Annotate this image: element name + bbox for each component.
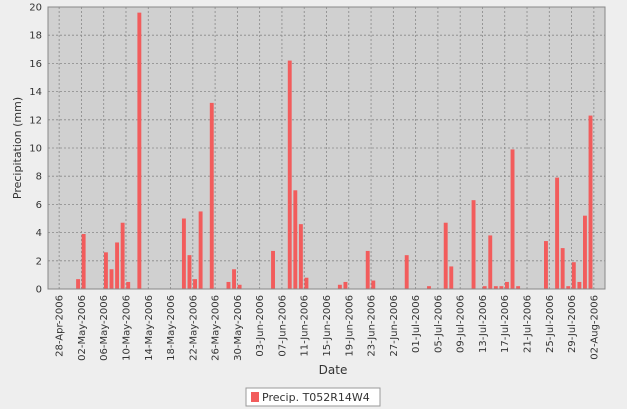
- x-axis-label: Date: [319, 363, 348, 377]
- y-tick-label: 8: [36, 172, 42, 183]
- x-tick-label: 26-May-2006: [211, 295, 222, 361]
- legend-label: Precip. T052R14W4: [262, 391, 370, 404]
- x-tick-label: 05-Jul-2006: [433, 295, 444, 353]
- bar: [232, 269, 236, 289]
- y-tick-label: 18: [29, 31, 42, 42]
- x-tick-label: 06-May-2006: [99, 295, 110, 361]
- y-tick-label: 6: [36, 200, 42, 211]
- x-tick-label: 22-May-2006: [188, 295, 199, 361]
- x-tick-label: 10-May-2006: [121, 295, 132, 361]
- bar: [499, 286, 504, 289]
- y-tick-label: 14: [29, 87, 42, 98]
- x-tick-label: 30-May-2006: [233, 295, 244, 361]
- bar: [343, 281, 348, 289]
- y-tick-label: 12: [29, 115, 42, 126]
- bar: [337, 284, 342, 289]
- x-tick-label: 13-Jul-2006: [478, 295, 489, 353]
- x-tick-label: 02-Aug-2006: [589, 295, 600, 360]
- y-tick-label: 16: [29, 59, 42, 70]
- bar: [493, 286, 498, 289]
- y-tick-label: 2: [36, 256, 42, 267]
- bar: [404, 255, 409, 289]
- bar: [193, 279, 197, 289]
- bar: [371, 280, 376, 289]
- bar: [103, 252, 108, 289]
- bar: [209, 102, 214, 289]
- bar: [198, 211, 203, 289]
- bar: [115, 242, 120, 289]
- bar: [293, 190, 298, 289]
- bar: [126, 281, 131, 289]
- bar: [510, 149, 515, 289]
- y-tick-label: 0: [36, 285, 42, 296]
- x-tick-label: 19-Jun-2006: [344, 295, 355, 357]
- bar: [298, 224, 303, 289]
- bar: [505, 281, 509, 289]
- bar: [120, 222, 125, 289]
- x-tick-label: 27-Jun-2006: [389, 295, 400, 357]
- bar: [443, 222, 448, 289]
- x-tick-label: 14-May-2006: [144, 295, 155, 361]
- bar: [488, 235, 493, 289]
- x-tick-label: 21-Jul-2006: [523, 295, 534, 353]
- bar: [544, 241, 548, 289]
- bar: [588, 115, 593, 289]
- bar: [482, 286, 487, 289]
- bar: [449, 266, 454, 289]
- x-tick-label: 17-Jul-2006: [500, 295, 511, 353]
- x-tick-label: 11-Jun-2006: [300, 295, 311, 357]
- bar: [109, 269, 114, 289]
- legend-swatch: [251, 392, 259, 402]
- x-tick-label: 25-Jul-2006: [545, 295, 556, 353]
- x-tick-label: 09-Jul-2006: [456, 295, 467, 353]
- bar: [137, 12, 142, 289]
- plot-border: [47, 6, 606, 290]
- bar: [471, 200, 476, 289]
- x-tick-label: 29-Jul-2006: [567, 295, 578, 353]
- x-tick-label: 01-Jul-2006: [411, 295, 422, 353]
- x-tick-label: 28-Apr-2006: [55, 295, 66, 357]
- y-axis-label: Precipitation (mm): [11, 97, 24, 199]
- bar: [271, 250, 275, 289]
- y-tick-label: 10: [29, 144, 42, 155]
- bar: [76, 279, 81, 289]
- bar: [516, 286, 521, 289]
- x-tick-label: 02-May-2006: [77, 295, 88, 361]
- y-tick-label: 20: [29, 3, 42, 14]
- bar: [555, 177, 560, 289]
- bar: [566, 286, 571, 289]
- x-tick-label: 18-May-2006: [166, 295, 177, 361]
- bar: [304, 277, 309, 289]
- y-tick-label: 4: [36, 228, 42, 239]
- bar: [560, 248, 565, 289]
- bar: [181, 218, 186, 289]
- bar: [237, 284, 242, 289]
- bar: [226, 281, 231, 289]
- bar: [81, 234, 86, 289]
- x-tick-label: 03-Jun-2006: [255, 295, 266, 357]
- x-tick-label: 23-Jun-2006: [367, 295, 378, 357]
- x-tick-label: 15-Jun-2006: [322, 295, 333, 357]
- bar: [187, 255, 192, 289]
- bar: [365, 250, 370, 289]
- bar: [571, 262, 576, 289]
- legend: [245, 387, 381, 407]
- x-tick-label: 07-Jun-2006: [277, 295, 288, 357]
- bar: [577, 281, 582, 289]
- bar: [582, 215, 587, 289]
- bar: [427, 286, 431, 289]
- bar: [287, 60, 292, 289]
